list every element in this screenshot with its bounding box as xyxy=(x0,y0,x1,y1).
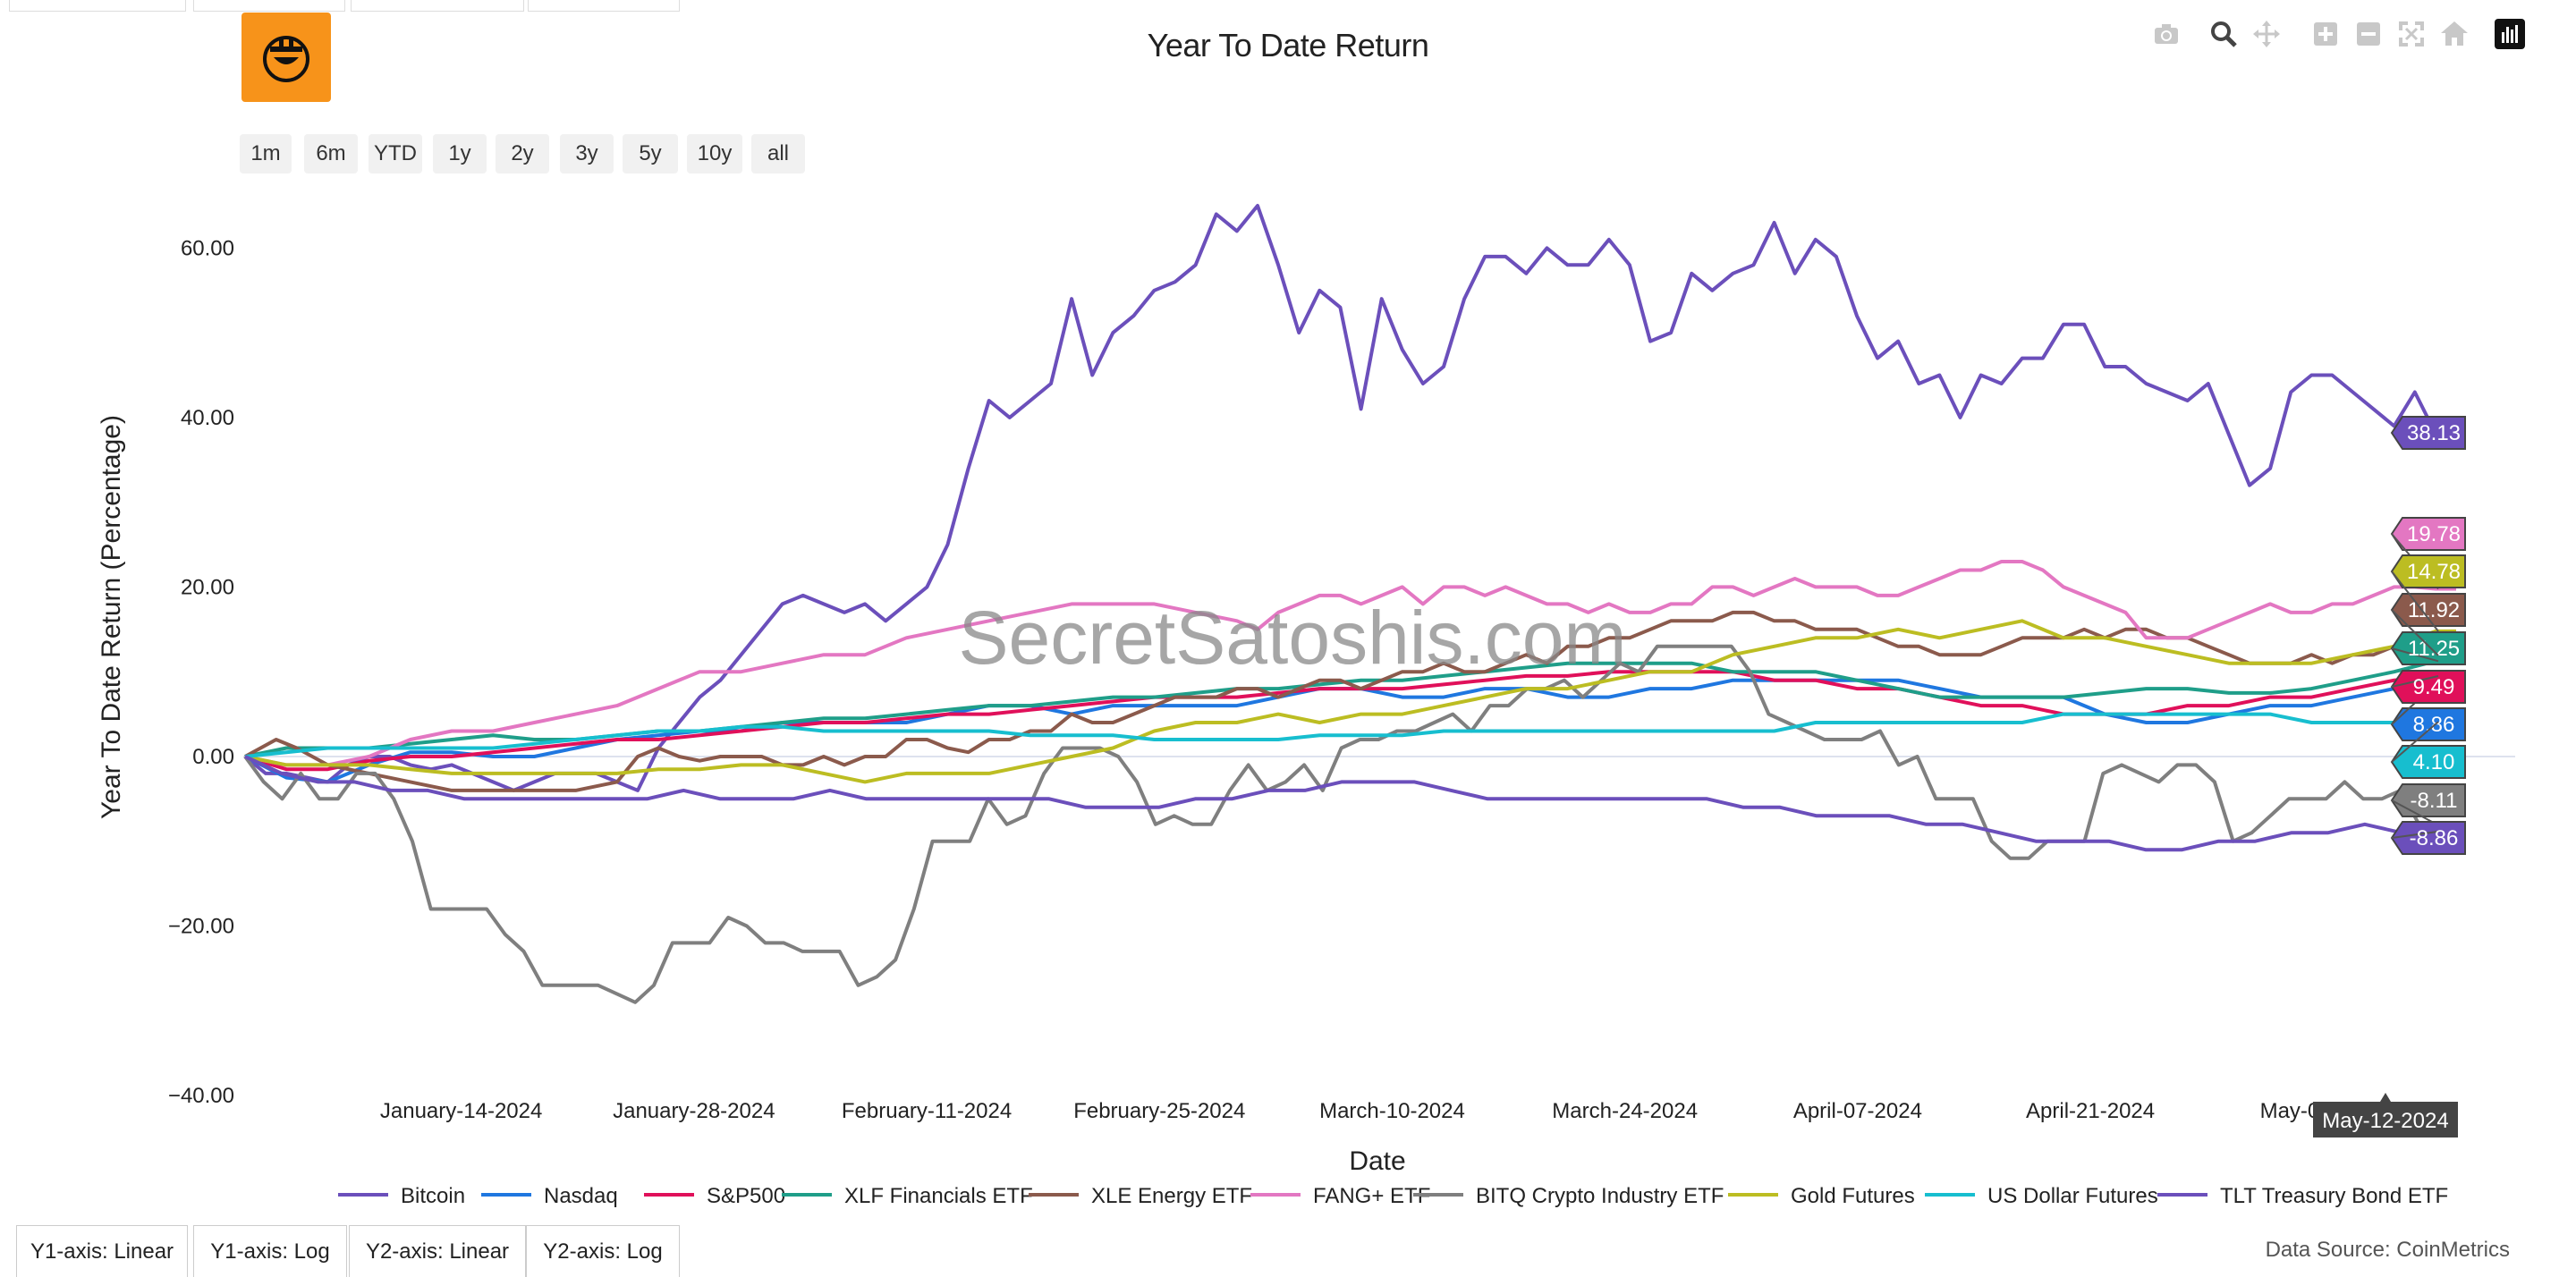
series-line-bitq-crypto-industry-etf[interactable] xyxy=(243,644,2456,1004)
bitcoin-logo xyxy=(242,13,331,102)
end-label-box xyxy=(2390,517,2466,551)
hover-date-label: May-12-2024 xyxy=(2322,1109,2448,1133)
end-label-connector xyxy=(2391,675,2439,688)
legend-item-label[interactable]: Bitcoin xyxy=(401,1184,465,1208)
end-label-connector xyxy=(2391,647,2439,663)
plotly-logo-icon[interactable] xyxy=(2494,18,2526,50)
range-5y-button[interactable]: 5y xyxy=(623,134,678,173)
end-label-connector xyxy=(2391,571,2439,632)
y-tick-label: 40.00 xyxy=(181,406,234,430)
y2-log-button[interactable]: Y2-axis: Log xyxy=(526,1225,680,1277)
top-tab[interactable] xyxy=(528,0,680,12)
legend-item-label[interactable]: Nasdaq xyxy=(544,1184,618,1208)
end-label-box xyxy=(2390,416,2466,450)
top-tab-strip xyxy=(0,0,698,13)
end-label-box xyxy=(2390,745,2466,779)
x-axis-title: Date xyxy=(1349,1146,1405,1176)
end-label-box xyxy=(2390,707,2466,741)
x-tick-label: January-14-2024 xyxy=(380,1099,542,1123)
range-1m-button[interactable]: 1m xyxy=(240,134,292,173)
range-all-button[interactable]: all xyxy=(751,134,805,173)
range-10y-button[interactable]: 10y xyxy=(687,134,742,173)
end-label-box xyxy=(2390,554,2466,588)
y-tick-label: −40.00 xyxy=(168,1084,234,1108)
y-axis-title: Year To Date Return (Percentage) xyxy=(97,415,126,819)
end-label-value: 11.25 xyxy=(2408,637,2460,661)
end-label-connector xyxy=(2391,609,2439,656)
legend-item-label[interactable]: S&P500 xyxy=(707,1184,785,1208)
legend-item-label[interactable]: XLE Energy ETF xyxy=(1091,1184,1252,1208)
range-2y-button[interactable]: 2y xyxy=(496,134,549,173)
series-line-bitcoin[interactable] xyxy=(243,204,2456,792)
x-tick-label: February-25-2024 xyxy=(1073,1099,1245,1123)
modebar xyxy=(2150,18,2526,50)
y2-linear-button[interactable]: Y2-axis: Linear xyxy=(349,1225,526,1277)
y-tick-label: −20.00 xyxy=(168,914,234,938)
legend-item-label[interactable]: US Dollar Futures xyxy=(1987,1184,2158,1208)
zoom-icon[interactable] xyxy=(2207,18,2240,50)
end-label-connector xyxy=(2391,830,2439,839)
y1-log-button[interactable]: Y1-axis: Log xyxy=(193,1225,347,1277)
range-6m-button[interactable]: 6m xyxy=(304,134,358,173)
end-label-box xyxy=(2390,631,2466,665)
x-tick-label: March-10-2024 xyxy=(1319,1099,1465,1123)
series-line-fang-etf[interactable] xyxy=(244,560,2456,767)
legend-item-label[interactable]: XLF Financials ETF xyxy=(844,1184,1033,1208)
y-tick-label: 60.00 xyxy=(181,236,234,260)
x-tick-label: February-11-2024 xyxy=(842,1099,1012,1123)
range-ytd-button[interactable]: YTD xyxy=(369,134,422,173)
x-tick-label: March-24-2024 xyxy=(1552,1099,1698,1123)
legend-item-label[interactable]: BITQ Crypto Industry ETF xyxy=(1476,1184,1724,1208)
end-label-box xyxy=(2390,783,2466,817)
end-label-value: 38.13 xyxy=(2407,421,2461,445)
data-source-note: Data Source: CoinMetrics xyxy=(2265,1238,2510,1262)
series-line-us-dollar-futures[interactable] xyxy=(244,712,2456,758)
chart-title: Year To Date Return xyxy=(1147,27,1429,63)
hover-date-pointer xyxy=(2380,1093,2391,1102)
end-label-value: 19.78 xyxy=(2407,522,2461,546)
bitcoin-smile-icon xyxy=(263,36,309,82)
zoom-out-icon[interactable] xyxy=(2352,18,2385,50)
series-line-gold-futures[interactable] xyxy=(244,619,2456,784)
top-tab[interactable] xyxy=(351,0,524,12)
hover-date-box xyxy=(2313,1102,2458,1137)
y-tick-label: 20.00 xyxy=(181,575,234,599)
end-label-value: 9.49 xyxy=(2413,675,2455,699)
end-label-box xyxy=(2390,821,2466,855)
x-tick-label: April-21-2024 xyxy=(2026,1099,2155,1123)
zoom-in-icon[interactable] xyxy=(2309,18,2342,50)
range-1y-button[interactable]: 1y xyxy=(433,134,487,173)
legend-item-label[interactable]: TLT Treasury Bond ETF xyxy=(2220,1184,2448,1208)
end-label-connector xyxy=(2391,721,2439,763)
end-label-box xyxy=(2390,670,2466,704)
end-label-value: 4.10 xyxy=(2413,750,2455,774)
series-line-xle-energy-etf[interactable] xyxy=(244,610,2456,792)
watermark-text: SecretSatoshis.com xyxy=(959,596,1627,680)
end-label-value: -8.11 xyxy=(2411,789,2458,813)
end-label-value: -8.86 xyxy=(2410,826,2459,850)
legend-item-label[interactable]: FANG+ ETF xyxy=(1313,1184,1430,1208)
camera-icon[interactable] xyxy=(2150,18,2182,50)
legend-item-label[interactable]: Gold Futures xyxy=(1791,1184,1915,1208)
pan-icon[interactable] xyxy=(2250,18,2283,50)
reset-axes-icon[interactable] xyxy=(2438,18,2470,50)
top-tab[interactable] xyxy=(9,0,186,12)
series-line-tlt-treasury-bond-etf[interactable] xyxy=(244,755,2456,852)
x-tick-label: January-28-2024 xyxy=(613,1099,775,1123)
end-label-box xyxy=(2390,593,2466,627)
end-label-value: 14.78 xyxy=(2407,560,2461,584)
y-tick-label: 0.00 xyxy=(192,745,234,769)
autoscale-icon[interactable] xyxy=(2395,18,2428,50)
x-tick-label: April-07-2024 xyxy=(1793,1099,1922,1123)
range-3y-button[interactable]: 3y xyxy=(560,134,614,173)
top-tab[interactable] xyxy=(193,0,345,12)
y1-linear-button[interactable]: Y1-axis: Linear xyxy=(16,1225,188,1277)
